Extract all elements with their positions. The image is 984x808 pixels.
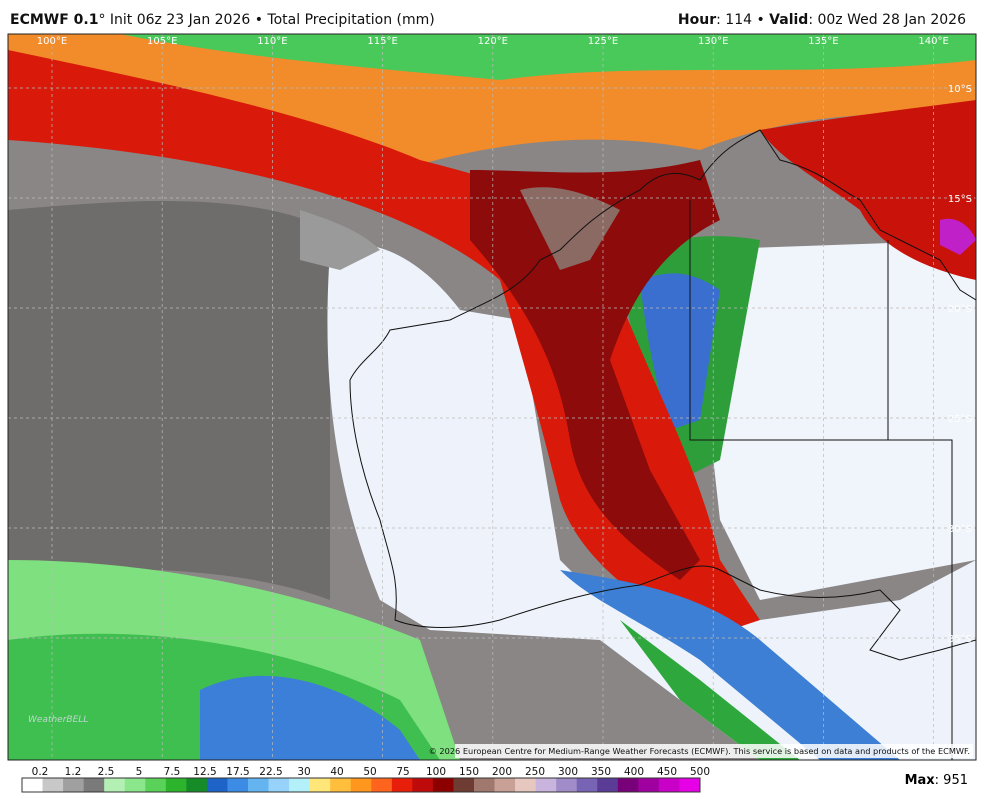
colorbar-swatch (679, 778, 701, 792)
colorbar-swatch (638, 778, 660, 792)
valid-label: Valid (769, 12, 809, 28)
colorbar-swatch (22, 778, 43, 792)
max: Max: 951 (905, 773, 968, 788)
max-value: : 951 (934, 773, 968, 788)
colorbar-label: 75 (396, 766, 409, 778)
colorbar-swatch (432, 778, 454, 792)
lon-label: 125°E (588, 36, 618, 47)
colorbar-swatch (371, 778, 393, 792)
graticule (8, 34, 976, 760)
max-label: Max (904, 773, 935, 788)
colorbar-label: 250 (525, 766, 545, 778)
colorbar-label: 300 (558, 766, 578, 778)
colorbar-swatch (515, 778, 536, 792)
colorbar-swatch (453, 778, 475, 792)
colorbar-label: 5 (136, 766, 143, 778)
colorbar-swatch (474, 778, 495, 792)
colorbar-label: 30 (297, 766, 310, 778)
lon-label: 140°E (918, 36, 948, 47)
colorbar-label: 50 (363, 766, 376, 778)
lon-label: 135°E (808, 36, 838, 47)
colorbar-swatch (268, 778, 290, 792)
colorbar-label: 22.5 (259, 766, 282, 778)
precip-field (8, 34, 976, 760)
colorbar-swatch (391, 778, 413, 792)
colorbar-label: 400 (624, 766, 644, 778)
hour-label: Hour (677, 12, 717, 28)
lat-label: 20°S (948, 304, 972, 315)
colorbar-swatch (104, 778, 126, 792)
colorbar-swatch (42, 778, 64, 792)
colorbar-label: 2.5 (98, 766, 115, 778)
colorbar-swatch (658, 778, 680, 792)
colorbar-swatch (412, 778, 434, 792)
lat-label: 30°S (948, 524, 972, 535)
lon-label: 130°E (698, 36, 728, 47)
lat-label: 15°S (948, 194, 972, 205)
lat-label: 35°S (948, 634, 972, 645)
colorbar-label: 0.2 (32, 766, 49, 778)
colorbar-label: 17.5 (226, 766, 249, 778)
colorbar-label: 200 (492, 766, 512, 778)
lon-label: 100°E (37, 36, 67, 47)
colorbar-swatch (556, 778, 578, 792)
colorbar-swatch (597, 778, 619, 792)
lon-label: 105°E (147, 36, 177, 47)
lon-label: 110°E (257, 36, 287, 47)
colorbar-swatch (576, 778, 598, 792)
map-frame (7, 33, 977, 761)
colorbar-swatch (309, 778, 331, 792)
colorbar-swatch (330, 778, 352, 792)
colorbar-swatch (83, 778, 105, 792)
run-info: ° Init 06z 23 Jan 2026 • Total Precipita… (98, 12, 435, 28)
header-left: ECMWF 0.1° Init 06z 23 Jan 2026 • Total … (10, 12, 435, 28)
logo: WeatherBELL (28, 715, 88, 725)
colorbar-frame (21, 777, 701, 793)
colorbar-swatch (63, 778, 84, 792)
header-right: Hour: 114 • Valid: 00z Wed 28 Jan 2026 (678, 12, 966, 28)
colorbar-swatch (227, 778, 249, 792)
lon-label: 115°E (367, 36, 397, 47)
colorbar-label: 1.2 (65, 766, 82, 778)
colorbar-swatch (617, 778, 639, 792)
model: ECMWF 0.1 (10, 12, 99, 28)
colorbar-swatch (494, 778, 516, 792)
colorbar-label: 500 (690, 766, 710, 778)
colorbar-swatch (248, 778, 269, 792)
lon-label: 120°E (478, 36, 508, 47)
colorbar-label: 12.5 (193, 766, 216, 778)
colorbar-label: 100 (426, 766, 446, 778)
colorbar-swatch (145, 778, 167, 792)
colorbar-swatch (124, 778, 146, 792)
colorbar-label: 40 (330, 766, 343, 778)
colorbar-label: 450 (657, 766, 677, 778)
colorbar-swatch (535, 778, 557, 792)
copyright: © 2026 European Centre for Medium-Range … (429, 746, 970, 756)
colorbar-swatch (289, 778, 310, 792)
lat-label: 25°S (948, 414, 972, 425)
lat-label: 10°S (948, 84, 972, 95)
coastlines (349, 129, 976, 760)
colorbar-label: 7.5 (164, 766, 181, 778)
copyright-box (455, 744, 973, 758)
colorbar-swatch (165, 778, 187, 792)
hour: : 114 • (716, 12, 770, 28)
valid: : 00z Wed 28 Jan 2026 (808, 12, 966, 28)
colorbar-swatch (206, 778, 228, 792)
colorbar-label: 150 (459, 766, 479, 778)
colorbar-label: 350 (591, 766, 611, 778)
colorbar-swatch (186, 778, 208, 792)
colorbar-swatch (350, 778, 372, 792)
colorbar: 0.2 1.2 2.5 5 7.5 12.5 17.5 22.5 30 40 50 75 100 150 2… (21, 766, 710, 793)
